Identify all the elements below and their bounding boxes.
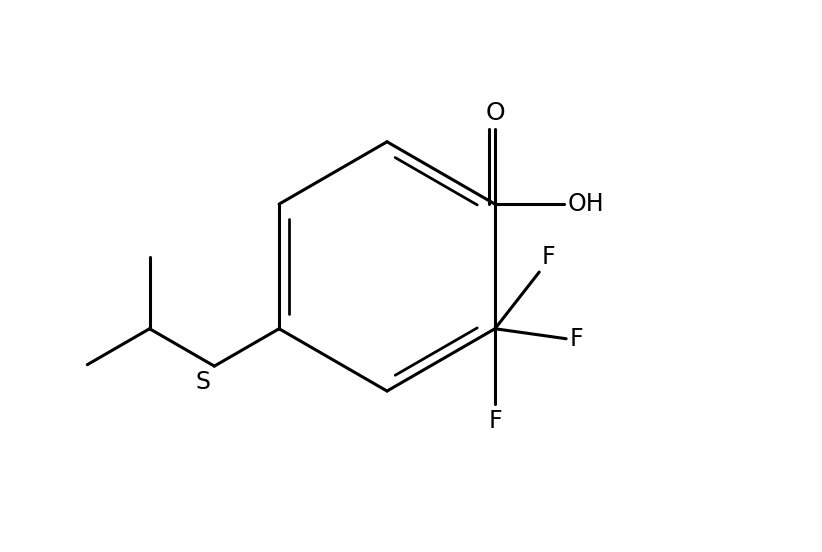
Text: S: S (196, 370, 210, 394)
Text: F: F (542, 245, 556, 269)
Text: F: F (570, 327, 584, 351)
Text: F: F (488, 409, 501, 433)
Text: O: O (485, 100, 505, 125)
Text: OH: OH (568, 192, 604, 216)
